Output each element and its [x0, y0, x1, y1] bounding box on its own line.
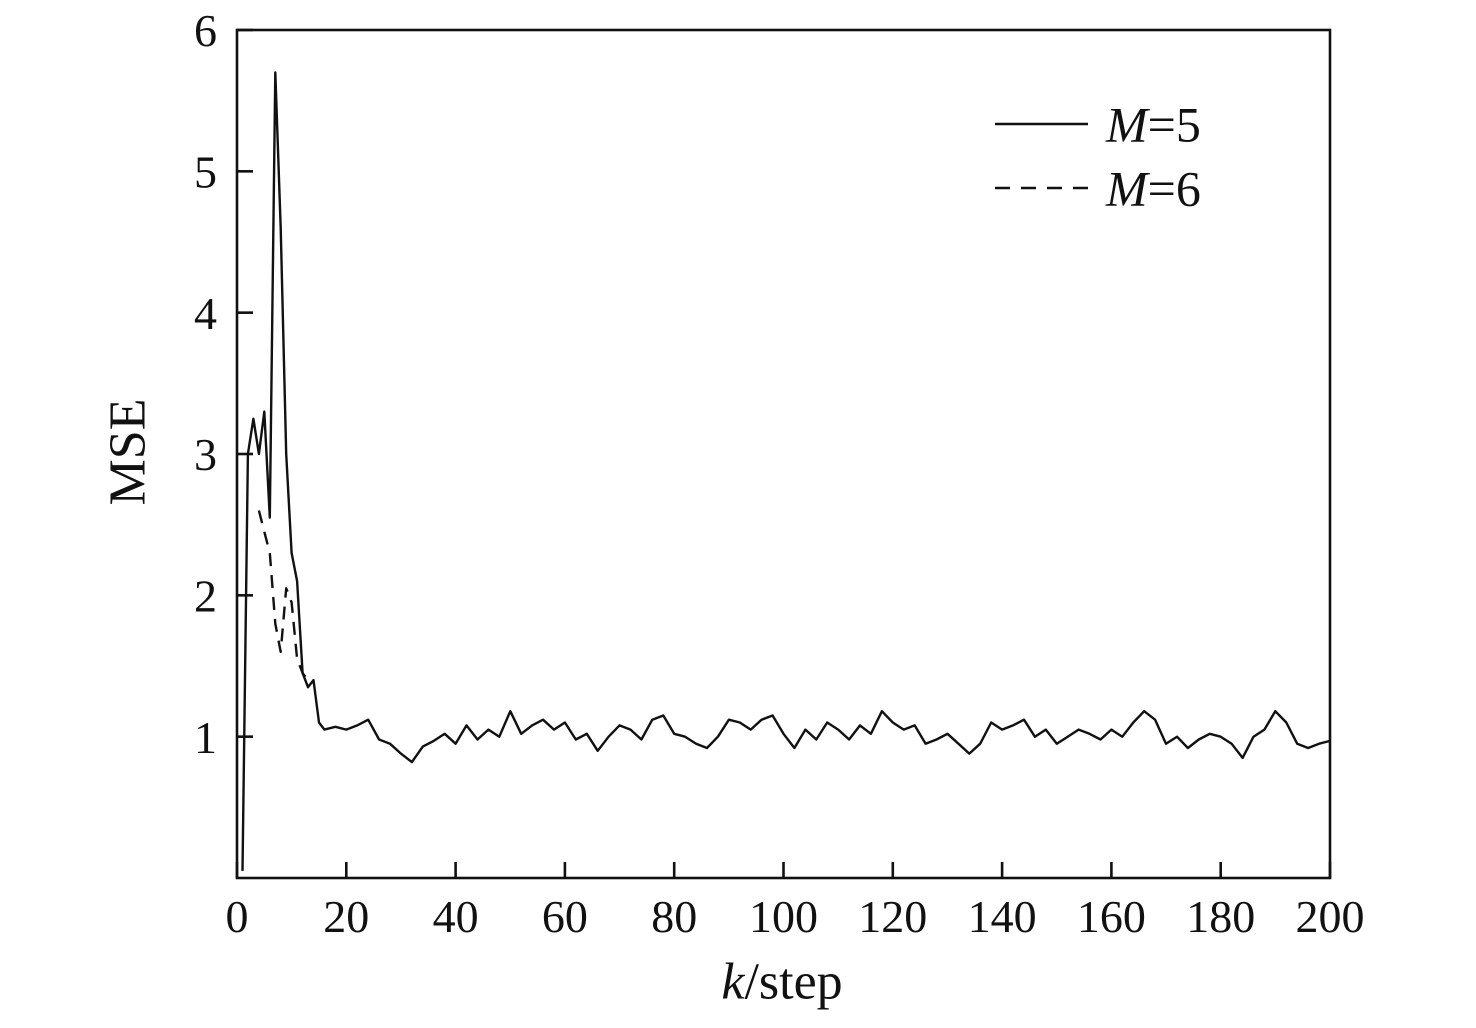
y-tick-label: 4: [194, 288, 217, 339]
legend-m6-label: M=6: [1105, 161, 1201, 217]
legend-m5-label: M=5: [1105, 97, 1201, 153]
x-tick-label: 160: [1077, 891, 1146, 942]
x-tick-label: 120: [858, 891, 927, 942]
y-tick-label: 3: [194, 429, 217, 480]
y-tick-label: 6: [194, 5, 217, 56]
x-tick-label: 100: [749, 891, 818, 942]
x-tick-label: 200: [1296, 891, 1365, 942]
series-m6-line: [257, 510, 309, 681]
x-tick-label: 40: [433, 891, 479, 942]
x-tick-label: 180: [1186, 891, 1255, 942]
x-axis-label: k/step: [721, 953, 842, 1012]
y-tick-label: 5: [194, 146, 217, 197]
series-m5-line: [241, 71, 1331, 871]
x-tick-label: 60: [542, 891, 588, 942]
x-tick-label: 140: [968, 891, 1037, 942]
x-tick-label: 20: [323, 891, 369, 942]
y-tick-label: 2: [194, 570, 217, 621]
y-axis-label-text: MSE: [99, 398, 157, 506]
x-axis-label-variable: k: [721, 953, 745, 1011]
x-axis-label-unit: /step: [744, 953, 843, 1011]
x-tick-label: 0: [226, 891, 249, 942]
x-tick-label: 80: [651, 891, 697, 942]
axes-box: [235, 28, 1332, 880]
y-axis-label: MSE: [99, 399, 158, 506]
y-tick-label: 1: [194, 712, 217, 763]
